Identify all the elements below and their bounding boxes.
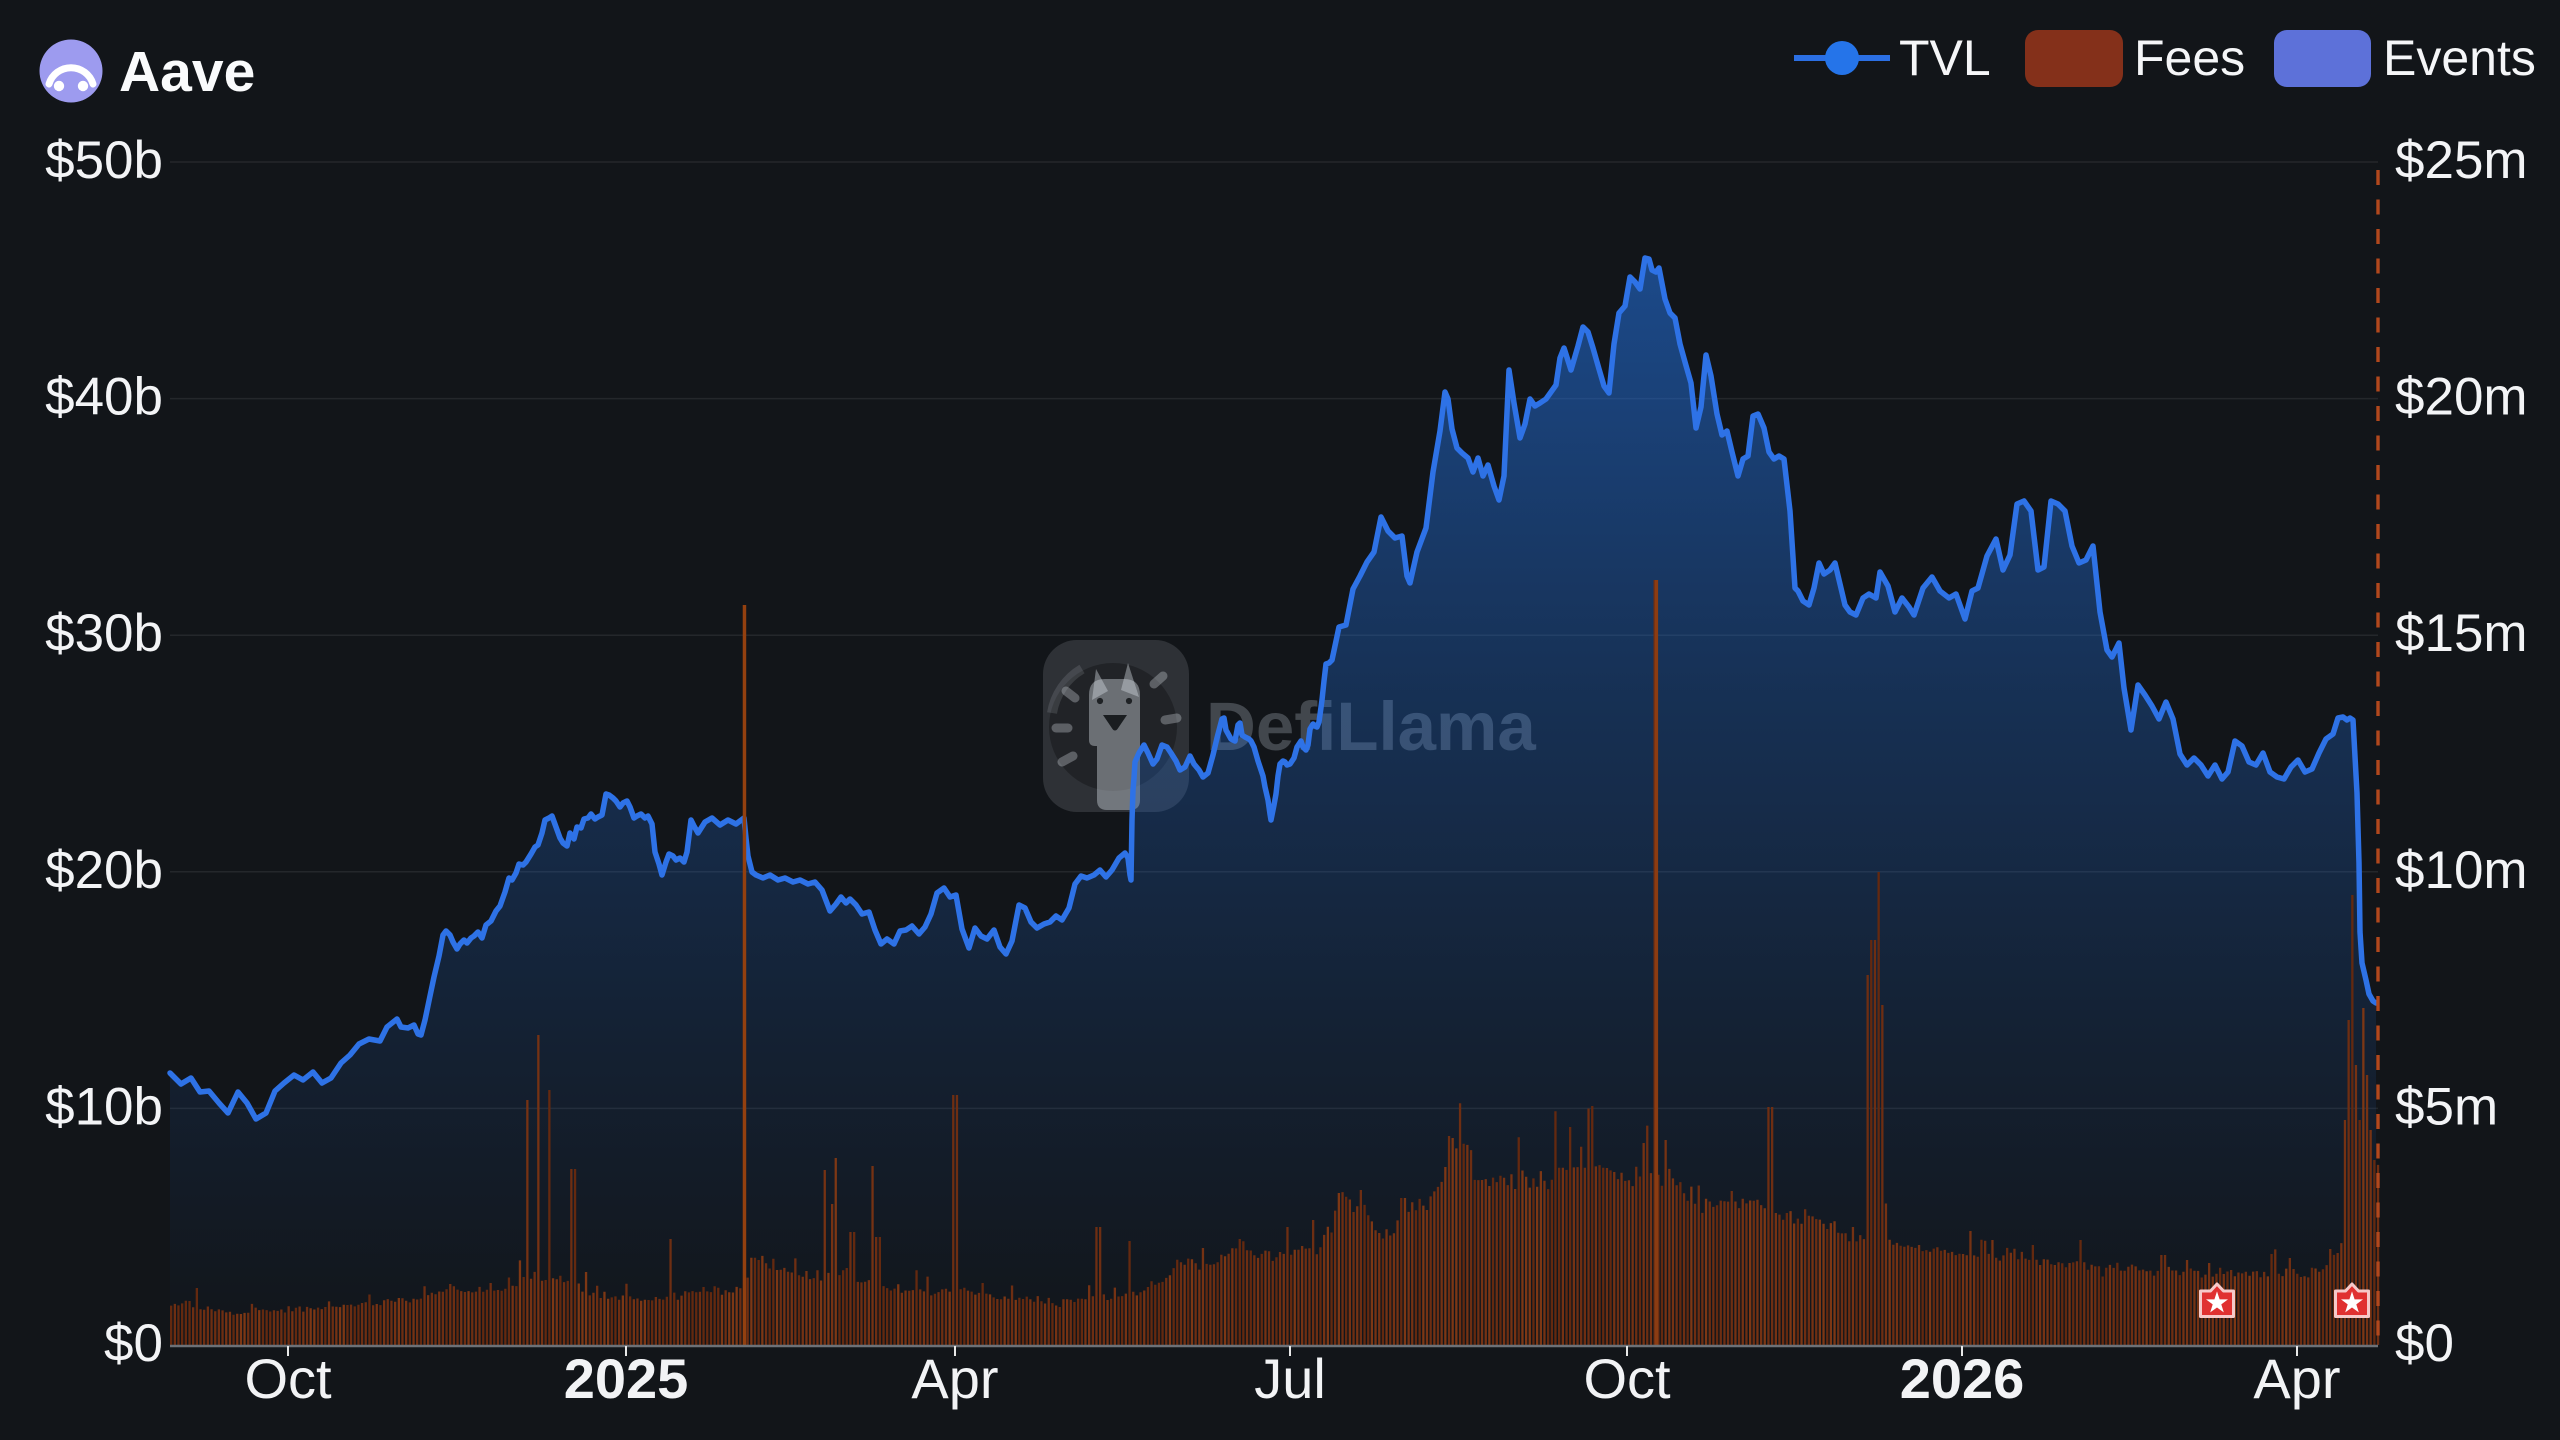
svg-text:Oct: Oct [1583, 1347, 1671, 1410]
svg-text:$25m: $25m [2395, 131, 2528, 190]
svg-text:$20m: $20m [2395, 368, 2528, 427]
svg-text:TVL: TVL [1899, 30, 1991, 86]
svg-text:$10m: $10m [2395, 841, 2528, 900]
svg-text:$30b: $30b [45, 604, 163, 663]
svg-text:Apr: Apr [2253, 1347, 2340, 1410]
svg-text:Fees: Fees [2134, 30, 2245, 86]
svg-text:2026: 2026 [1900, 1347, 2025, 1410]
svg-text:Jul: Jul [1254, 1347, 1326, 1410]
svg-text:$15m: $15m [2395, 604, 2528, 663]
svg-text:Aave: Aave [119, 40, 255, 104]
svg-text:$40b: $40b [45, 368, 163, 427]
svg-text:Events: Events [2383, 30, 2536, 86]
svg-text:$50b: $50b [45, 131, 163, 190]
svg-text:$0: $0 [104, 1314, 163, 1373]
svg-text:$10b: $10b [45, 1077, 163, 1136]
svg-text:$5m: $5m [2395, 1077, 2498, 1136]
svg-text:Apr: Apr [911, 1347, 998, 1410]
svg-text:2025: 2025 [564, 1347, 689, 1410]
svg-text:$20b: $20b [45, 841, 163, 900]
svg-text:$0: $0 [2395, 1314, 2454, 1373]
svg-text:Oct: Oct [244, 1347, 332, 1410]
